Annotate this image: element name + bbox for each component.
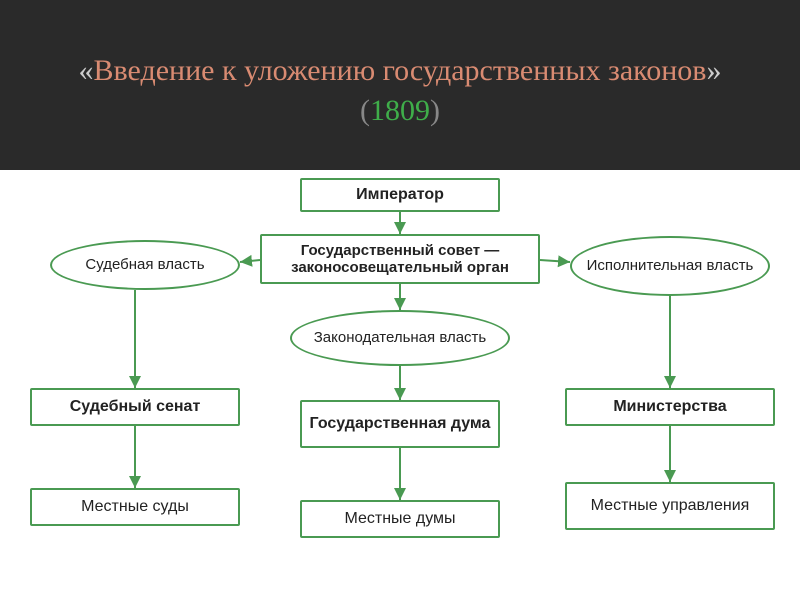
quote-open: « xyxy=(79,54,94,87)
edge-council-judicial_power xyxy=(240,260,260,262)
edge-council-exec_power xyxy=(540,260,570,262)
slide-header: «Введение к уложению государственных зак… xyxy=(0,0,800,170)
title-text: Введение к уложению государственных зако… xyxy=(94,54,707,87)
node-local_dumas: Местные думы xyxy=(300,500,500,538)
node-judicial_power: Судебная власть xyxy=(50,240,240,290)
slide-title: «Введение к уложению государственных зак… xyxy=(79,52,722,90)
node-judicial_senate: Судебный сенат xyxy=(30,388,240,426)
node-local_courts: Местные суды xyxy=(30,488,240,526)
node-legis_power: Законодательная власть xyxy=(290,310,510,366)
paren-close: ) xyxy=(430,94,440,127)
node-council: Государственный совет — законосовещатель… xyxy=(260,234,540,284)
node-emperor: Император xyxy=(300,178,500,212)
paren-open: ( xyxy=(360,94,370,127)
quote-close: » xyxy=(706,54,721,87)
node-local_admin: Местные управления xyxy=(565,482,775,530)
org-diagram: Император Государственный совет — законос… xyxy=(0,170,800,600)
node-ministries: Министерства xyxy=(565,388,775,426)
slide-year: (1809) xyxy=(360,94,440,128)
year-text: 1809 xyxy=(370,94,430,127)
node-exec_power: Исполнительная власть xyxy=(570,236,770,296)
node-state_duma: Государственная дума xyxy=(300,400,500,448)
